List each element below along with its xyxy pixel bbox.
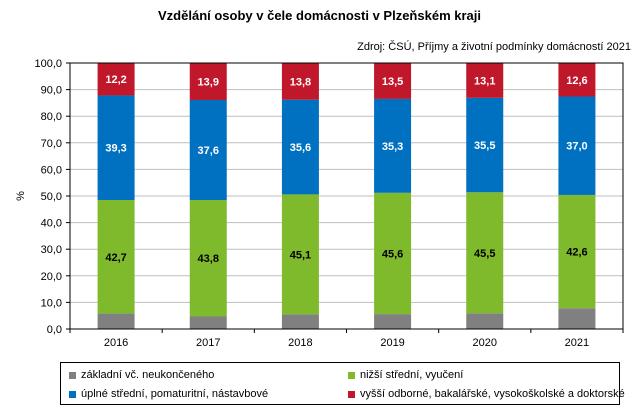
bar-segment (97, 199, 135, 314)
bars (97, 63, 596, 329)
bar-segment (466, 97, 504, 193)
bar-segment (558, 308, 596, 329)
data-label: 45,1 (290, 249, 311, 261)
legend-label: základní vč. neukončeného (81, 369, 215, 381)
bar-segment (466, 63, 504, 98)
bar-segment (97, 313, 135, 329)
bar-segment (189, 63, 227, 100)
data-labels: 42,7 39,3 12,2 43,8 37,6 13,9 45,1 35,6 13,8 45,6… (105, 74, 587, 265)
bar-segment (281, 99, 319, 195)
data-label: 35,3 (382, 141, 403, 153)
y-tick-label: 50,0 (41, 191, 62, 203)
data-label: 13,5 (382, 76, 403, 88)
legend-swatch (348, 371, 355, 379)
y-tick-label: 30,0 (41, 244, 62, 256)
bar-segment (281, 314, 319, 329)
data-label: 37,0 (566, 141, 587, 153)
legend-item-uplne-stredni: úplné střední, pomaturitní, nástavbové (69, 388, 268, 400)
x-tick-label: 2016 (104, 337, 128, 349)
axes: 0,0 10,0 20,0 30,0 40,0 50,0 60,0 70,0 80,0 90,0 1… (34, 58, 624, 349)
gridlines (70, 62, 623, 303)
y-tick-label: 20,0 (41, 271, 62, 283)
chart-plot: 0,0 10,0 20,0 30,0 40,0 50,0 60,0 70,0 80,0 90,0 1… (15, 58, 624, 349)
data-label: 35,6 (290, 142, 311, 154)
data-label: 13,8 (290, 76, 311, 88)
legend-swatch (348, 390, 355, 398)
bar-segment (558, 96, 596, 195)
data-label: 12,2 (105, 74, 126, 86)
bar-segment (466, 192, 504, 314)
bar-segment (558, 63, 596, 97)
y-tick-label: 40,0 (41, 218, 62, 230)
data-label: 35,5 (474, 140, 495, 152)
y-tick-label: 90,0 (41, 85, 62, 97)
y-axis-label: % (15, 191, 27, 201)
y-tick-label: 80,0 (41, 111, 62, 123)
y-tick-label: 100,0 (34, 58, 62, 70)
data-label: 13,9 (198, 76, 219, 88)
legend-label: úplné střední, pomaturitní, nástavbové (81, 388, 269, 400)
x-tick-label: 2019 (380, 337, 404, 349)
x-tick-label: 2017 (196, 337, 220, 349)
legend-item-zakladni: základní vč. neukončeného (69, 369, 214, 381)
bar-segment (189, 199, 227, 317)
bar-segment (466, 313, 504, 329)
y-tick-label: 0,0 (47, 324, 62, 336)
x-tick-label: 2020 (473, 337, 497, 349)
chart-title: Vzdělání osoby v čele domácnosti v Plzeň… (158, 8, 481, 23)
bar-segment (374, 192, 412, 315)
bar-segment (189, 99, 227, 200)
data-label: 42,6 (566, 247, 587, 259)
y-tick-label: 60,0 (41, 164, 62, 176)
data-label: 13,1 (474, 75, 495, 87)
data-label: 39,3 (105, 143, 126, 155)
bar-segment (189, 316, 227, 329)
legend-label: vyšší odborné, bakalářské, vysokoškolské… (360, 388, 625, 400)
data-label: 42,7 (105, 252, 126, 264)
data-label: 12,6 (566, 75, 587, 87)
bar-segment (374, 63, 412, 99)
bar-segment (97, 95, 135, 200)
legend: základní vč. neukončeného nižší střední,… (60, 362, 625, 405)
legend-swatch (69, 371, 76, 379)
legend-item-nizsi-stredni: nižší střední, vyučení (348, 369, 463, 381)
chart-source: Zdroj: ČSÚ, Příjmy a životní podmínky do… (357, 41, 631, 53)
data-label: 43,8 (198, 253, 219, 265)
data-label: 45,6 (382, 248, 403, 260)
legend-label: nižší střední, vyučení (360, 369, 464, 381)
bar-segment (558, 194, 596, 309)
data-label: 45,5 (474, 248, 495, 260)
bar-segment (281, 63, 319, 100)
data-label: 37,6 (198, 145, 219, 157)
y-tick-label: 70,0 (41, 138, 62, 150)
bar-segment (97, 63, 135, 96)
x-tick-label: 2018 (288, 337, 312, 349)
bar-segment (374, 98, 412, 193)
y-tick-label: 10,0 (41, 297, 62, 309)
bar-segment (281, 194, 319, 315)
legend-swatch (69, 390, 76, 398)
legend-item-vyssi-odborne: vyšší odborné, bakalářské, vysokoškolské… (348, 388, 625, 400)
x-tick-label: 2021 (565, 337, 589, 349)
bar-segment (374, 314, 412, 329)
